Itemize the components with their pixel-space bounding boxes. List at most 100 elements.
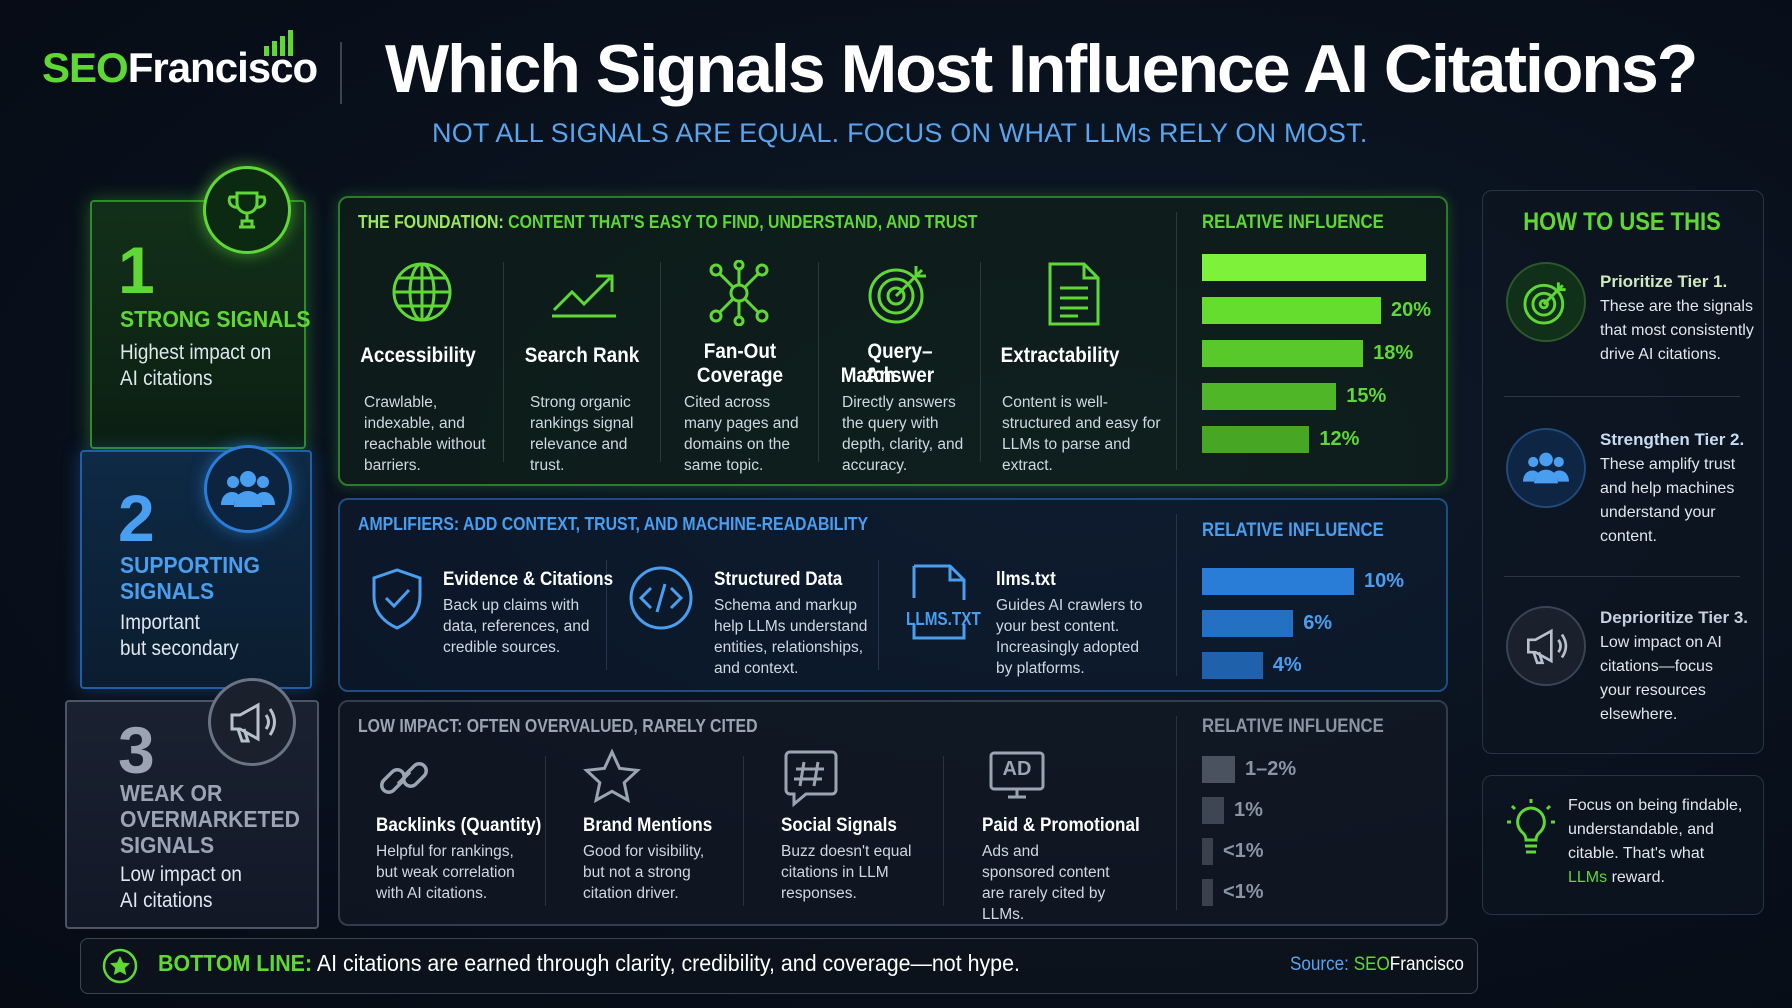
how-item-line: elsewhere. <box>1600 706 1678 723</box>
influence-bar <box>1202 297 1381 324</box>
ad-icon-text: AD <box>1002 758 1032 780</box>
source-brand-rest: Francisco <box>1389 954 1464 975</box>
signal-name: Extractability <box>1000 344 1120 367</box>
bar-chart-icon <box>264 30 293 56</box>
how-item-line: These are the signals <box>1600 298 1753 315</box>
target-icon <box>1523 282 1566 325</box>
source-brand-seo: SEO <box>1353 954 1390 975</box>
tier-3-heading-2: OVERMARKETED <box>120 806 300 832</box>
influence-value: 1% <box>1234 799 1263 821</box>
amplifier-name: Evidence & Citations <box>443 569 614 590</box>
low-impact-desc: Buzz doesn't equal citations in LLM resp… <box>781 843 912 902</box>
tier-2-desc-1: Important <box>120 611 200 634</box>
foundation-divider <box>1176 212 1177 470</box>
people-icon <box>1523 452 1569 484</box>
brand-logo: SEOFrancisco <box>42 44 318 91</box>
low-impact-ri-label: RELATIVE INFLUENCE <box>1202 716 1384 737</box>
bottom-line-message: AI citations are earned through clarity,… <box>312 950 1020 976</box>
amplifier-desc: Guides AI crawlers to your best content.… <box>996 597 1143 677</box>
focus-line: citable. That's what <box>1568 845 1705 862</box>
hashtag-icon <box>784 750 838 808</box>
signal-name-2: Coverage <box>696 364 784 387</box>
divider <box>503 262 504 462</box>
influence-bar <box>1202 879 1213 906</box>
megaphone-icon <box>230 702 276 743</box>
amplifiers-label: AMPLIFIERS: ADD CONTEXT, TRUST, AND MACH… <box>358 514 869 534</box>
focus-line: understandable, and <box>1568 821 1714 838</box>
foundation-ri-label: RELATIVE INFLUENCE <box>1202 212 1384 233</box>
network-icon <box>709 260 769 326</box>
influence-value: <1% <box>1223 881 1264 903</box>
tier-1-desc-2: AI citations <box>120 367 213 390</box>
signal-desc: Crawlable, indexable, and reachable with… <box>364 394 486 474</box>
tier-3-heading-1: WEAK OR <box>120 780 223 806</box>
source-label: Source: <box>1290 954 1354 975</box>
bottom-line-bar <box>80 938 1478 994</box>
tier-2-desc-2: but secondary <box>120 637 239 660</box>
influence-bar <box>1202 568 1354 595</box>
focus-text: Focus on being findable, understandable,… <box>1568 794 1758 890</box>
influence-value: 10% <box>1364 570 1405 592</box>
bottom-line-text: BOTTOM LINE: AI citations are earned thr… <box>158 950 1020 977</box>
signal-name: Query–Answer <box>865 340 935 387</box>
divider <box>943 756 944 906</box>
amplifiers-panel <box>338 498 1448 692</box>
low-impact-name: Paid & Promotional <box>982 815 1140 836</box>
amplifier-name: llms.txt <box>996 569 1056 590</box>
influence-value: 1–2% <box>1245 758 1297 780</box>
low-impact-panel <box>338 700 1448 926</box>
amplifiers-ri-label: RELATIVE INFLUENCE <box>1202 520 1384 541</box>
how-item-line: drive AI citations. <box>1600 346 1721 363</box>
how-item-line: Low impact on AI <box>1600 634 1722 651</box>
influence-value: 15% <box>1346 385 1387 407</box>
influence-bar <box>1202 340 1364 367</box>
influence-value: 20% <box>1391 299 1432 321</box>
star-icon <box>583 748 641 804</box>
tier-1-heading: STRONG SIGNALS <box>120 306 311 332</box>
how-item-line: These amplify trust <box>1600 456 1736 473</box>
source-credit: Source: SEOFrancisco <box>1290 954 1464 976</box>
amplifier-desc: Schema and markup help LLMs understand e… <box>714 597 868 677</box>
low-impact-name: Social Signals <box>781 815 897 836</box>
page-title: Which Signals Most Influence AI Citation… <box>385 31 1698 107</box>
signal-desc: Strong organic rankings signal relevance… <box>530 394 634 474</box>
amplifier-name: Structured Data <box>714 569 843 590</box>
influence-bar <box>1202 610 1294 637</box>
megaphone-icon <box>1526 628 1568 665</box>
divider <box>980 262 981 462</box>
tier-3-badge <box>208 678 296 766</box>
divider <box>878 560 879 670</box>
shield-check-icon <box>372 568 422 630</box>
trophy-icon <box>227 191 267 229</box>
file-icon-text: LLMS.TXT <box>906 609 981 629</box>
file-icon: LLMS.TXT <box>902 562 981 642</box>
how-item-line: that most consistently <box>1600 322 1754 339</box>
how-to-use-title: HOW TO USE THIS <box>1523 208 1721 236</box>
how-item-3-strong: Deprioritize Tier 3. <box>1600 608 1749 627</box>
influence-value: <1% <box>1223 840 1264 862</box>
document-icon <box>1048 262 1100 326</box>
low-impact-desc: Ads and sponsored content are rarely cit… <box>982 843 1110 923</box>
influence-value: 12% <box>1319 428 1360 450</box>
how-item-2-strong: Strengthen Tier 2. <box>1600 430 1745 449</box>
tier-1-number: 1 <box>118 233 155 307</box>
bottom-line-label: BOTTOM LINE: <box>158 950 313 976</box>
low-impact-name: Brand Mentions <box>583 815 713 836</box>
signal-name-2: Match <box>840 364 896 387</box>
divider <box>660 262 661 462</box>
tier-2-badge <box>204 445 292 533</box>
divider <box>818 262 819 462</box>
link-icon <box>380 762 428 794</box>
globe-icon <box>392 262 452 322</box>
how-item-3: Deprioritize Tier 3. Low impact on AI ci… <box>1600 606 1760 727</box>
how-icon-3 <box>1506 606 1586 686</box>
low-impact-name: Backlinks (Quantity) <box>376 815 542 836</box>
tier-2-number: 2 <box>118 481 155 555</box>
divider <box>545 756 546 906</box>
influence-value: 4% <box>1272 654 1302 676</box>
how-separator <box>1504 576 1740 577</box>
foundation-label: THE FOUNDATION: CONTENT THAT'S EASY TO F… <box>358 212 978 232</box>
low-impact-label: LOW IMPACT: OFTEN OVERVALUED, RARELY CIT… <box>358 716 758 736</box>
tier-2-heading-1: SUPPORTING <box>120 552 260 578</box>
focus-highlight: LLMs <box>1568 869 1608 886</box>
